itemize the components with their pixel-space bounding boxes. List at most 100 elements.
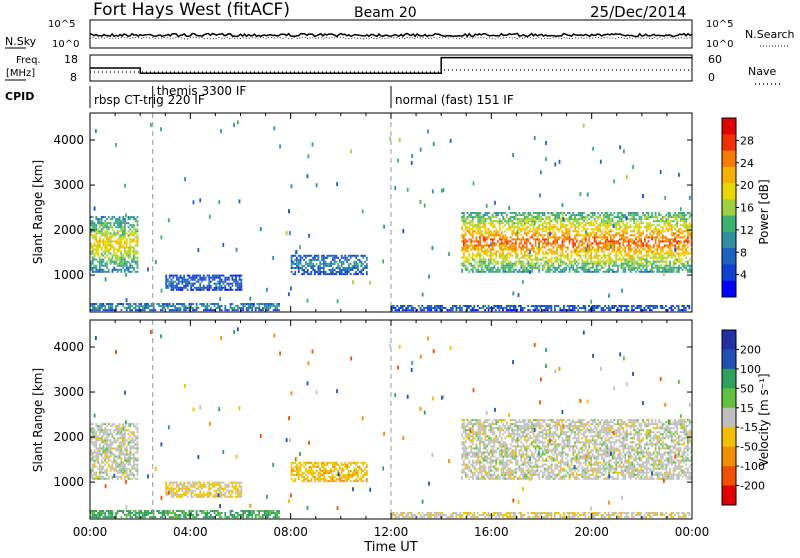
y-tick-label: 2000 (53, 223, 84, 237)
power-echo-cell (303, 265, 305, 267)
power-echo-cell (522, 263, 524, 265)
power-echo-cell (477, 216, 479, 218)
power-echo-cell (644, 240, 646, 242)
power-echo-cell (495, 216, 497, 218)
power-echo-cell (508, 261, 510, 263)
power-echo-cell (535, 251, 537, 253)
power-echo-cell (172, 275, 174, 277)
power-echo-cell (603, 220, 605, 222)
power-echo-cell (669, 238, 671, 240)
power-echo-cell (336, 255, 338, 257)
power-echo-cell (502, 261, 504, 263)
power-echo-cell (467, 216, 469, 218)
power-echo-cell (121, 242, 123, 244)
power-echo-cell (511, 216, 513, 218)
power-echo-cell (334, 257, 336, 259)
power-echo-cell (689, 214, 691, 216)
power-echo-cell (574, 238, 576, 240)
power-echo-cell (587, 271, 589, 273)
power-echo-cell (603, 253, 605, 255)
power-echo-cell (133, 257, 135, 259)
velocity-echo-cell (108, 478, 110, 480)
power-echo-cell (562, 269, 564, 271)
power-echo-cell (115, 218, 117, 220)
power-echo-cell (678, 236, 680, 238)
power-echo-cell (669, 245, 671, 247)
velocity-echo-cell (108, 514, 110, 516)
power-echo-cell (476, 257, 478, 259)
power-echo-cell (683, 267, 685, 269)
power-echo-cell (113, 251, 115, 253)
power-echo-cell (472, 230, 474, 232)
power-echo-cell (273, 309, 275, 311)
power-echo-cell (660, 232, 662, 234)
velocity-echo-cell (135, 514, 137, 516)
power-echo-cell (522, 265, 524, 267)
power-echo-cell (562, 245, 564, 247)
power-echo-cell (531, 261, 533, 263)
power-echo-cell (207, 307, 209, 309)
power-echo-cell (522, 247, 524, 249)
power-echo-cell (599, 263, 601, 265)
power-echo-cell (606, 236, 608, 238)
power-echo-cell (485, 271, 487, 273)
power-echo-cell (605, 234, 607, 236)
power-echo-cell (522, 267, 524, 269)
power-echo-cell (674, 232, 676, 234)
power-echo-cell (502, 253, 504, 255)
power-echo-cell (606, 307, 608, 309)
power-echo-cell (603, 214, 605, 216)
power-echo-cell (344, 255, 346, 257)
power-echo-cell (250, 307, 252, 309)
power-echo-cell (357, 255, 359, 257)
power-echo-cell (95, 269, 97, 271)
power-echo-cell (212, 275, 214, 277)
velocity-echo-cell (101, 510, 103, 512)
power-echo-cell (667, 218, 669, 220)
power-echo-cell (467, 261, 469, 263)
power-echo-cell (617, 220, 619, 222)
power-echo-cell (562, 212, 564, 214)
power-echo-cell (461, 307, 463, 309)
power-echo-cell (606, 247, 608, 249)
power-echo-cell (94, 267, 96, 269)
power-echo-cell (610, 261, 612, 263)
power-echo-cell (119, 238, 121, 240)
power-echo-cell (540, 263, 542, 265)
power-echo-cell (558, 215, 560, 219)
power-echo-cell (142, 305, 144, 307)
velocity-echo-cell (117, 437, 119, 439)
power-echo-cell (198, 281, 200, 283)
power-echo-cell (540, 212, 542, 214)
velocity-echo-cell (135, 464, 137, 466)
power-echo-cell (92, 251, 94, 253)
power-echo-cell (106, 238, 108, 240)
velocity-echo-cell (135, 512, 137, 514)
power-echo-cell (689, 224, 691, 226)
velocity-echo-cell (121, 427, 123, 429)
power-echo-cell (432, 307, 434, 309)
power-echo-cell (517, 214, 519, 216)
power-echo-cell (501, 222, 503, 224)
power-echo-cell (599, 222, 601, 224)
power-echo-cell (538, 226, 540, 228)
power-echo-cell (553, 253, 555, 255)
power-echo-cell (169, 277, 171, 279)
power-echo-cell (463, 234, 465, 236)
power-echo-cell (477, 265, 479, 267)
power-echo-cell (526, 249, 528, 251)
power-echo-cell (608, 249, 610, 251)
power-echo-cell (470, 245, 472, 247)
power-echo-cell (547, 263, 549, 265)
power-echo-cell (497, 220, 499, 222)
power-echo-cell (474, 261, 476, 263)
power-echo-cell (137, 234, 139, 236)
power-echo-cell (542, 236, 544, 238)
velocity-echo-cell (99, 472, 101, 474)
power-echo-cell (687, 261, 689, 263)
power-echo-cell (357, 265, 359, 267)
power-echo-cell (533, 218, 535, 220)
power-echo-cell (296, 250, 298, 254)
velocity-echo-cell (117, 445, 119, 447)
power-echo-cell (165, 305, 167, 307)
